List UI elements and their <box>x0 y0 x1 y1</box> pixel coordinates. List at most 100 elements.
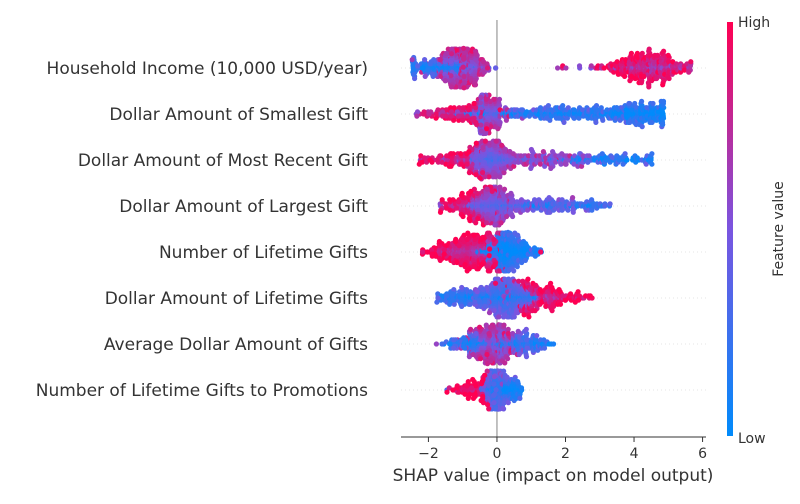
shap-point <box>487 253 492 258</box>
shap-point <box>497 185 502 190</box>
shap-point <box>626 101 631 106</box>
shap-point <box>491 381 496 386</box>
feature-label: Household Income (10,000 USD/year) <box>47 59 368 79</box>
shap-point <box>516 329 521 334</box>
shap-point <box>487 246 492 251</box>
shap-point <box>447 197 452 202</box>
shap-point <box>649 151 654 156</box>
shap-point <box>465 162 470 167</box>
shap-point <box>488 325 493 330</box>
shap-point <box>667 76 672 81</box>
shap-point <box>629 51 634 56</box>
shap-point <box>461 65 466 70</box>
shap-point <box>499 143 504 148</box>
shap-point <box>449 51 454 56</box>
shap-point <box>473 82 478 87</box>
shap-point <box>453 239 458 244</box>
shap-point <box>600 151 605 156</box>
shap-point <box>515 379 520 384</box>
shap-point <box>472 101 477 106</box>
shap-point <box>602 203 607 208</box>
shap-point <box>499 220 504 225</box>
shap-point <box>524 354 529 359</box>
shap-point <box>491 393 496 398</box>
shap-point <box>481 287 486 292</box>
shap-point <box>469 385 474 390</box>
shap-point <box>526 314 531 319</box>
shap-point <box>502 187 507 192</box>
shap-point <box>661 49 666 54</box>
shap-point <box>471 352 476 357</box>
shap-point <box>546 103 551 108</box>
shap-point <box>528 166 533 171</box>
shap-point <box>492 369 497 374</box>
shap-point <box>577 63 582 68</box>
shap-point <box>460 214 465 219</box>
shap-point <box>519 385 524 390</box>
shap-point <box>464 151 469 156</box>
shap-point <box>449 84 454 89</box>
shap-point <box>491 400 496 405</box>
shap-points <box>410 46 694 412</box>
shap-point <box>455 254 460 259</box>
shap-point <box>428 61 433 66</box>
shap-point <box>475 191 480 196</box>
shap-point <box>485 231 490 236</box>
shap-point <box>444 206 449 211</box>
shap-point <box>459 304 464 309</box>
shap-point <box>524 327 529 332</box>
shap-point <box>438 57 443 62</box>
shap-point <box>523 258 528 263</box>
shap-point <box>508 191 513 196</box>
shap-point <box>561 120 566 125</box>
shap-point <box>450 298 455 303</box>
shap-point <box>439 341 444 346</box>
shap-point <box>449 151 454 156</box>
shap-point <box>496 314 501 319</box>
shap-point <box>541 149 546 154</box>
shap-point <box>479 398 484 403</box>
shap-point <box>440 197 445 202</box>
shap-point <box>493 262 498 267</box>
shap-point <box>622 74 627 79</box>
shap-point <box>457 243 462 248</box>
shap-point <box>444 390 449 395</box>
shap-point <box>443 78 448 83</box>
shap-point <box>437 239 442 244</box>
shap-point <box>448 114 453 119</box>
shap-point <box>570 195 575 200</box>
shap-point <box>538 249 543 254</box>
shap-point <box>448 164 453 169</box>
shap-point <box>456 114 461 119</box>
shap-point <box>486 331 491 336</box>
shap-point <box>479 262 484 267</box>
shap-point <box>558 302 563 307</box>
shap-point <box>434 341 439 346</box>
shap-point <box>600 118 605 123</box>
shap-point <box>462 392 467 397</box>
shap-point <box>467 218 472 223</box>
shap-point <box>449 47 454 52</box>
shap-point <box>465 237 470 242</box>
shap-point <box>484 126 489 131</box>
shap-point <box>478 95 483 100</box>
shap-point <box>647 47 652 52</box>
shap-point <box>515 233 520 238</box>
shap-point <box>473 49 478 54</box>
shap-point <box>468 289 473 294</box>
shap-point <box>468 189 473 194</box>
shap-point <box>555 65 560 70</box>
shap-point <box>646 84 651 89</box>
shap-point <box>493 174 498 179</box>
shap-point <box>481 377 486 382</box>
shap-point <box>461 46 466 51</box>
shap-point <box>410 57 415 62</box>
shap-point <box>465 231 470 236</box>
shap-point <box>472 264 477 269</box>
shap-point <box>473 120 478 125</box>
shap-point <box>462 262 467 267</box>
shap-point <box>510 214 515 219</box>
shap-point <box>434 111 439 116</box>
